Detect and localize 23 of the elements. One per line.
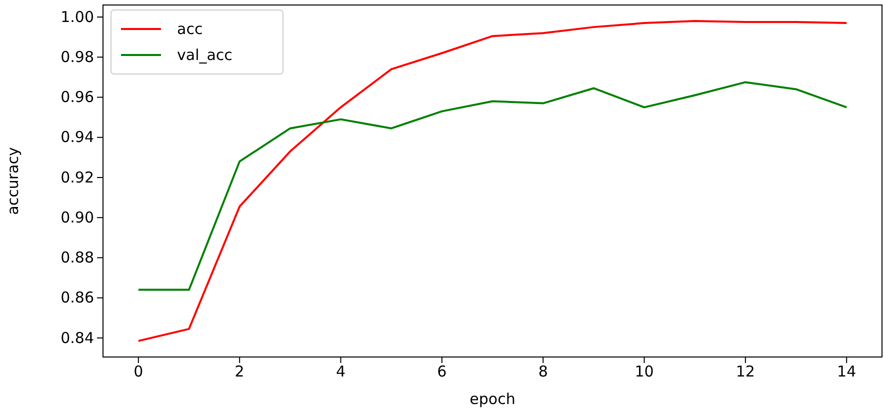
x-tick-label: 0 xyxy=(134,362,144,381)
x-tick-label: 4 xyxy=(336,362,346,381)
legend-label: acc xyxy=(177,20,203,38)
y-tick-label: 1.00 xyxy=(60,8,94,26)
legend-label: val_acc xyxy=(177,46,232,64)
y-tick-label: 0.92 xyxy=(60,168,94,186)
x-tick-label: 2 xyxy=(234,362,244,381)
y-axis-title: accuracy xyxy=(4,147,22,215)
y-tick-label: 0.84 xyxy=(60,328,94,347)
y-tick-label: 0.96 xyxy=(60,88,94,106)
line-series xyxy=(137,81,848,291)
y-tick-label: 0.86 xyxy=(60,288,94,307)
x-tick-label: 6 xyxy=(437,362,447,381)
x-axis-title: epoch xyxy=(470,390,516,408)
y-tick-label: 0.94 xyxy=(60,128,94,146)
x-tick-label: 8 xyxy=(538,362,548,381)
x-tick-label: 14 xyxy=(837,362,856,381)
x-tick-label: 12 xyxy=(736,362,755,381)
y-tick-label: 0.90 xyxy=(60,208,94,226)
line-series xyxy=(137,20,848,342)
y-tick-label: 0.88 xyxy=(60,248,94,267)
y-tick-label: 0.98 xyxy=(60,48,94,66)
x-tick-label: 10 xyxy=(634,362,654,381)
